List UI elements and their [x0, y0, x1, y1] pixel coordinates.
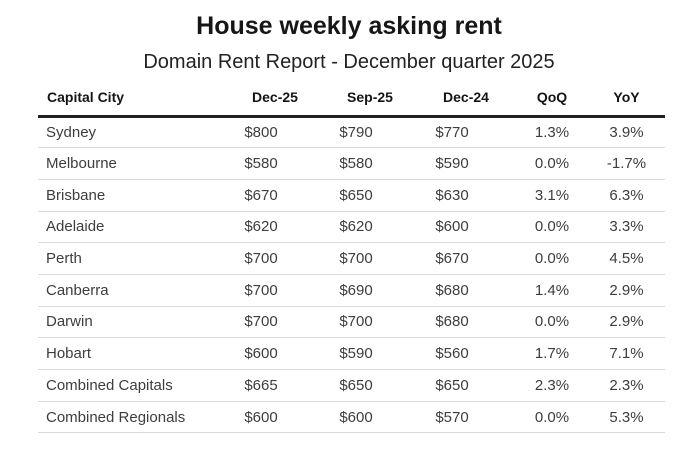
value-cell: 1.4% [516, 274, 588, 307]
value-cell: 0.0% [516, 401, 588, 434]
table-row-melbourne: Melbourne $580 $580 $590 0.0% -1.7% [38, 147, 665, 180]
value-cell: 1.3% [516, 116, 588, 149]
column-header-qoq: QoQ [516, 79, 588, 118]
value-cell: $700 [324, 242, 416, 275]
value-cell: 2.9% [588, 274, 665, 307]
value-cell: $800 [226, 116, 324, 149]
table-row-adelaide: Adelaide $620 $620 $600 0.0% 3.3% [38, 211, 665, 244]
city-cell: Melbourne [38, 147, 226, 180]
value-cell: 0.0% [516, 242, 588, 275]
value-cell: $600 [226, 401, 324, 434]
value-cell: $670 [416, 242, 516, 275]
value-cell: $630 [416, 179, 516, 212]
column-header-dec-25: Dec-25 [226, 79, 324, 118]
table-row-darwin: Darwin $700 $700 $680 0.0% 2.9% [38, 306, 665, 339]
value-cell: $700 [226, 306, 324, 339]
value-cell: $650 [324, 369, 416, 402]
value-cell: 0.0% [516, 306, 588, 339]
value-cell: $600 [416, 211, 516, 244]
value-cell: 7.1% [588, 337, 665, 370]
table-row-sydney: Sydney $800 $790 $770 1.3% 3.9% [38, 116, 665, 149]
value-cell: $590 [324, 337, 416, 370]
value-cell: $680 [416, 306, 516, 339]
value-cell: $570 [416, 401, 516, 434]
value-cell: 0.0% [516, 211, 588, 244]
table-row-canberra: Canberra $700 $690 $680 1.4% 2.9% [38, 274, 665, 307]
value-cell: $690 [324, 274, 416, 307]
city-cell: Darwin [38, 306, 226, 339]
value-cell: 0.0% [516, 147, 588, 180]
value-cell: $620 [324, 211, 416, 244]
city-cell: Combined Regionals [38, 401, 226, 434]
value-cell: $670 [226, 179, 324, 212]
city-cell: Hobart [38, 337, 226, 370]
city-cell: Canberra [38, 274, 226, 307]
value-cell: 1.7% [516, 337, 588, 370]
city-cell: Brisbane [38, 179, 226, 212]
city-cell: Sydney [38, 116, 226, 149]
column-header-yoy: YoY [588, 79, 665, 118]
value-cell: $680 [416, 274, 516, 307]
table-header-row: Capital City Dec-25 Sep-25 Dec-24 QoQ YoY [38, 79, 665, 118]
value-cell: 4.5% [588, 242, 665, 275]
value-cell: $790 [324, 116, 416, 149]
table-row-combined-capitals: Combined Capitals $665 $650 $650 2.3% 2.3% [38, 369, 665, 402]
value-cell: $620 [226, 211, 324, 244]
value-cell: 3.1% [516, 179, 588, 212]
value-cell: $700 [226, 274, 324, 307]
city-cell: Combined Capitals [38, 369, 226, 402]
value-cell: 5.3% [588, 401, 665, 434]
value-cell: $700 [324, 306, 416, 339]
page-subtitle: Domain Rent Report - December quarter 20… [143, 51, 555, 73]
page-title: House weekly asking rent [196, 12, 502, 40]
value-cell: $590 [416, 147, 516, 180]
value-cell: 2.3% [516, 369, 588, 402]
column-header-dec-24: Dec-24 [416, 79, 516, 118]
value-cell: $650 [324, 179, 416, 212]
city-cell: Perth [38, 242, 226, 275]
value-cell: $600 [226, 337, 324, 370]
table-row-brisbane: Brisbane $670 $650 $630 3.1% 6.3% [38, 179, 665, 212]
value-cell: 6.3% [588, 179, 665, 212]
value-cell: $600 [324, 401, 416, 434]
value-cell: -1.7% [588, 147, 665, 180]
value-cell: 2.9% [588, 306, 665, 339]
table-row-hobart: Hobart $600 $590 $560 1.7% 7.1% [38, 337, 665, 370]
rent-table: Capital City Dec-25 Sep-25 Dec-24 QoQ YoY Syd… [38, 79, 665, 434]
city-cell: Adelaide [38, 211, 226, 244]
value-cell: $580 [226, 147, 324, 180]
value-cell: 3.3% [588, 211, 665, 244]
table-body: Sydney $800 $790 $770 1.3% 3.9% Melbourne $580 $… [38, 116, 665, 434]
value-cell: $700 [226, 242, 324, 275]
table-row-perth: Perth $700 $700 $670 0.0% 4.5% [38, 242, 665, 275]
value-cell: $770 [416, 116, 516, 149]
value-cell: $560 [416, 337, 516, 370]
value-cell: 3.9% [588, 116, 665, 149]
column-header-capital-city: Capital City [38, 79, 226, 118]
value-cell: 2.3% [588, 369, 665, 402]
value-cell: $580 [324, 147, 416, 180]
table-row-combined-regionals: Combined Regionals $600 $600 $570 0.0% 5.3% [38, 401, 665, 434]
value-cell: $665 [226, 369, 324, 402]
table-header: Capital City Dec-25 Sep-25 Dec-24 QoQ YoY [38, 79, 665, 118]
value-cell: $650 [416, 369, 516, 402]
column-header-sep-25: Sep-25 [324, 79, 416, 118]
